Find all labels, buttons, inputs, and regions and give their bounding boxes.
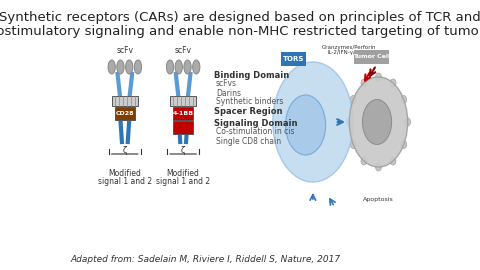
Ellipse shape bbox=[349, 77, 408, 167]
Text: Darins: Darins bbox=[216, 89, 241, 97]
FancyBboxPatch shape bbox=[115, 107, 135, 120]
Ellipse shape bbox=[405, 118, 410, 126]
Text: Spacer Region: Spacer Region bbox=[215, 106, 283, 116]
FancyBboxPatch shape bbox=[354, 50, 389, 64]
Text: scFv: scFv bbox=[116, 46, 133, 55]
Text: Modified: Modified bbox=[167, 170, 200, 178]
Ellipse shape bbox=[108, 60, 115, 74]
Text: Binding Domain: Binding Domain bbox=[215, 70, 290, 79]
Ellipse shape bbox=[361, 157, 367, 165]
Ellipse shape bbox=[175, 60, 182, 74]
Text: Modified: Modified bbox=[108, 170, 141, 178]
Ellipse shape bbox=[167, 60, 174, 74]
FancyBboxPatch shape bbox=[281, 52, 306, 66]
FancyBboxPatch shape bbox=[112, 96, 138, 106]
FancyBboxPatch shape bbox=[173, 121, 193, 134]
Ellipse shape bbox=[117, 60, 124, 74]
Ellipse shape bbox=[350, 140, 356, 148]
Ellipse shape bbox=[126, 60, 133, 74]
Text: scFv: scFv bbox=[175, 46, 192, 55]
Text: ζ: ζ bbox=[181, 146, 185, 155]
Text: Synthetic receptors (CARs) are designed based on principles of TCR and: Synthetic receptors (CARs) are designed … bbox=[0, 12, 480, 25]
Text: costimulatory signaling and enable non-MHC restricted targeting of tumors: costimulatory signaling and enable non-M… bbox=[0, 25, 480, 38]
Ellipse shape bbox=[134, 60, 142, 74]
Ellipse shape bbox=[350, 96, 356, 103]
Ellipse shape bbox=[192, 60, 200, 74]
Ellipse shape bbox=[361, 79, 367, 87]
Ellipse shape bbox=[286, 95, 325, 155]
Ellipse shape bbox=[347, 118, 352, 126]
Ellipse shape bbox=[375, 163, 382, 171]
Ellipse shape bbox=[401, 96, 407, 103]
Text: Adapted from: Sadelain M, Riviere I, Riddell S, Nature, 2017: Adapted from: Sadelain M, Riviere I, Rid… bbox=[71, 255, 341, 265]
Text: Granzymes/Perforin
IL-2/IFN-γ/TNF-α: Granzymes/Perforin IL-2/IFN-γ/TNF-α bbox=[322, 45, 377, 55]
FancyBboxPatch shape bbox=[170, 96, 196, 106]
Text: ζ: ζ bbox=[122, 146, 127, 155]
Text: Co-stimulation in cis: Co-stimulation in cis bbox=[216, 127, 294, 137]
Text: Apoptosis: Apoptosis bbox=[363, 197, 394, 202]
Ellipse shape bbox=[390, 79, 396, 87]
Text: signal 1 and 2: signal 1 and 2 bbox=[98, 177, 152, 187]
Ellipse shape bbox=[362, 100, 392, 144]
Ellipse shape bbox=[390, 157, 396, 165]
Text: Tumor Cell: Tumor Cell bbox=[353, 55, 391, 59]
Text: Synthetic binders: Synthetic binders bbox=[216, 97, 283, 106]
Text: Single CD8 chain: Single CD8 chain bbox=[216, 137, 281, 146]
Ellipse shape bbox=[375, 73, 382, 81]
Ellipse shape bbox=[273, 62, 353, 182]
Text: TORS: TORS bbox=[283, 56, 304, 62]
Text: Signaling Domain: Signaling Domain bbox=[215, 119, 298, 127]
Text: scFvs: scFvs bbox=[216, 79, 237, 89]
Text: 4-1BB: 4-1BB bbox=[173, 111, 194, 116]
Text: CD28: CD28 bbox=[116, 111, 134, 116]
FancyBboxPatch shape bbox=[173, 107, 193, 120]
Ellipse shape bbox=[184, 60, 191, 74]
Ellipse shape bbox=[401, 140, 407, 148]
Text: signal 1 and 2: signal 1 and 2 bbox=[156, 177, 210, 187]
